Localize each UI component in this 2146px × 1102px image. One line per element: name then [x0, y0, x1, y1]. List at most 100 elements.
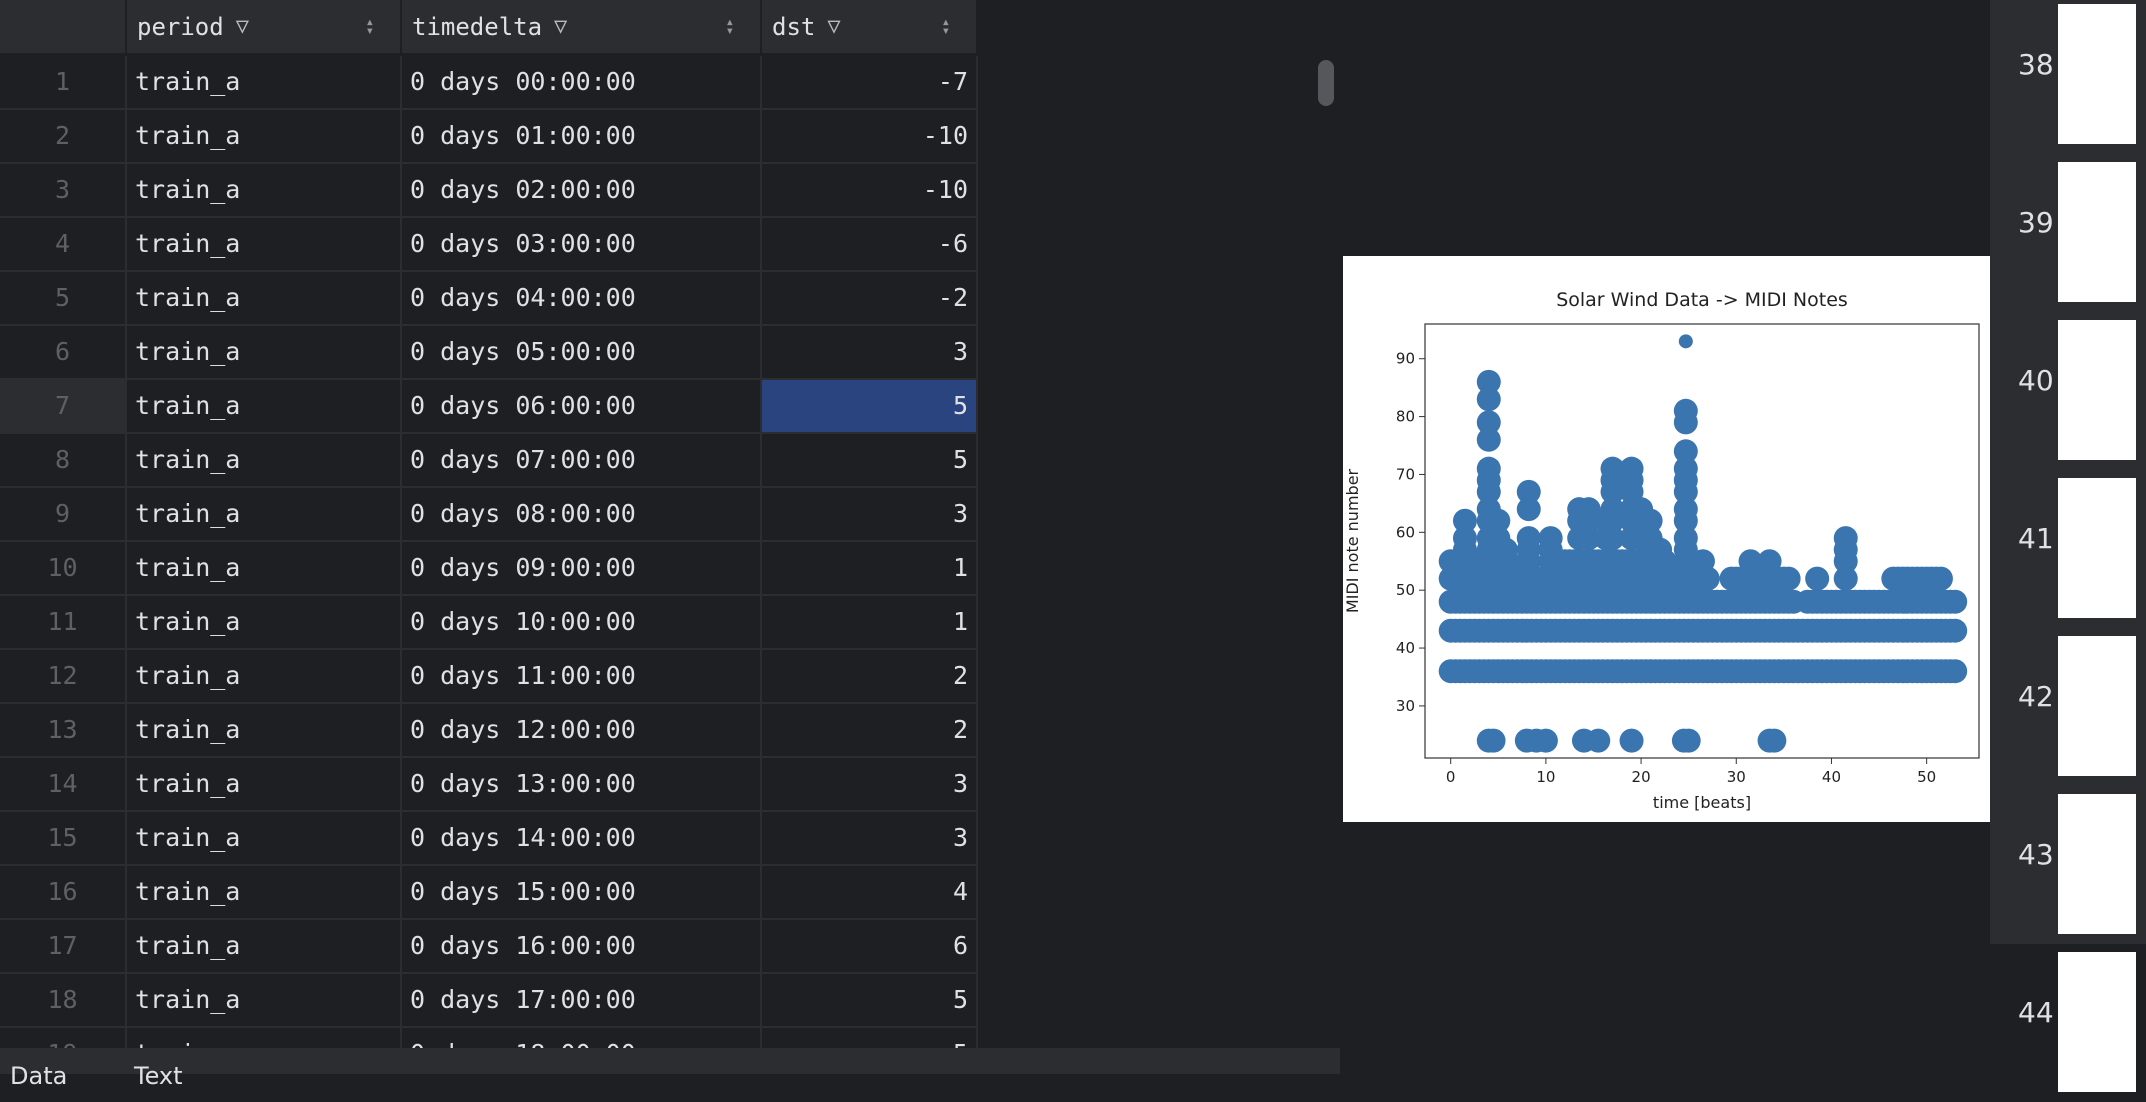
timedelta-cell[interactable]: 0 days 08:00:00: [402, 488, 762, 540]
table-row[interactable]: 11 train_a 0 days 10:00:00 1: [0, 596, 978, 650]
dst-cell[interactable]: -10: [762, 164, 978, 216]
dst-cell[interactable]: 1: [762, 542, 978, 594]
timedelta-cell[interactable]: 0 days 18:00:00: [402, 1028, 762, 1048]
dst-cell[interactable]: 3: [762, 758, 978, 810]
period-cell[interactable]: train_a: [127, 812, 402, 864]
period-cell[interactable]: train_a: [127, 1028, 402, 1048]
timedelta-cell[interactable]: 0 days 14:00:00: [402, 812, 762, 864]
thumbnail-item[interactable]: 39: [1990, 154, 2146, 312]
period-cell[interactable]: train_a: [127, 380, 402, 432]
filter-icon[interactable]: ▽: [827, 14, 841, 39]
dst-cell[interactable]: 3: [762, 812, 978, 864]
dst-cell[interactable]: -6: [762, 218, 978, 270]
period-cell[interactable]: train_a: [127, 758, 402, 810]
period-cell[interactable]: train_a: [127, 920, 402, 972]
period-cell[interactable]: train_a: [127, 488, 402, 540]
period-cell[interactable]: train_a: [127, 704, 402, 756]
thumbnail-item[interactable]: 40: [1990, 312, 2146, 470]
tab-text[interactable]: Text: [134, 1062, 183, 1090]
period-cell[interactable]: train_a: [127, 272, 402, 324]
table-row[interactable]: 15 train_a 0 days 14:00:00 3: [0, 812, 978, 866]
table-row[interactable]: 13 train_a 0 days 12:00:00 2: [0, 704, 978, 758]
thumbnail-image[interactable]: [2058, 794, 2136, 934]
thumbnail-image[interactable]: [2058, 478, 2136, 618]
table-row[interactable]: 16 train_a 0 days 15:00:00 4: [0, 866, 978, 920]
timedelta-cell[interactable]: 0 days 01:00:00: [402, 110, 762, 162]
thumbnail-image[interactable]: [2058, 952, 2136, 1092]
column-header-dst[interactable]: dst ▽ ▴ ▾: [762, 0, 978, 53]
period-cell[interactable]: train_a: [127, 596, 402, 648]
period-cell[interactable]: train_a: [127, 650, 402, 702]
period-cell[interactable]: train_a: [127, 164, 402, 216]
timedelta-cell[interactable]: 0 days 11:00:00: [402, 650, 762, 702]
thumbnail-item[interactable]: 43: [1990, 786, 2146, 944]
table-row[interactable]: 5 train_a 0 days 04:00:00 -2: [0, 272, 978, 326]
tab-data[interactable]: Data: [10, 1062, 68, 1090]
table-row[interactable]: 14 train_a 0 days 13:00:00 3: [0, 758, 978, 812]
dst-cell[interactable]: 2: [762, 650, 978, 702]
table-row[interactable]: 10 train_a 0 days 09:00:00 1: [0, 542, 978, 596]
sort-icon[interactable]: ▴ ▾: [365, 13, 374, 39]
dst-cell[interactable]: 3: [762, 326, 978, 378]
thumbnail-image[interactable]: [2058, 320, 2136, 460]
dst-cell[interactable]: -2: [762, 272, 978, 324]
timedelta-cell[interactable]: 0 days 16:00:00: [402, 920, 762, 972]
table-row[interactable]: 6 train_a 0 days 05:00:00 3: [0, 326, 978, 380]
table-row[interactable]: 17 train_a 0 days 16:00:00 6: [0, 920, 978, 974]
table-row[interactable]: 9 train_a 0 days 08:00:00 3: [0, 488, 978, 542]
dst-cell[interactable]: 6: [762, 920, 978, 972]
table-row[interactable]: 8 train_a 0 days 07:00:00 5: [0, 434, 978, 488]
timedelta-cell[interactable]: 0 days 00:00:00: [402, 56, 762, 108]
timedelta-cell[interactable]: 0 days 03:00:00: [402, 218, 762, 270]
timedelta-cell[interactable]: 0 days 12:00:00: [402, 704, 762, 756]
timedelta-cell[interactable]: 0 days 04:00:00: [402, 272, 762, 324]
table-row[interactable]: 19train_a0 days 18:00:005: [0, 1028, 978, 1048]
period-cell[interactable]: train_a: [127, 56, 402, 108]
timedelta-cell[interactable]: 0 days 17:00:00: [402, 974, 762, 1026]
timedelta-cell[interactable]: 0 days 05:00:00: [402, 326, 762, 378]
table-row[interactable]: 3 train_a 0 days 02:00:00 -10: [0, 164, 978, 218]
timedelta-cell[interactable]: 0 days 06:00:00: [402, 380, 762, 432]
column-header-period[interactable]: period ▽ ▴ ▾: [127, 0, 402, 53]
dst-cell[interactable]: 1: [762, 596, 978, 648]
table-row[interactable]: 12 train_a 0 days 11:00:00 2: [0, 650, 978, 704]
dst-cell[interactable]: 5: [762, 974, 978, 1026]
thumbnail-item[interactable]: 42: [1990, 628, 2146, 786]
sort-icon[interactable]: ▴ ▾: [941, 13, 950, 39]
timedelta-cell[interactable]: 0 days 07:00:00: [402, 434, 762, 486]
table-row[interactable]: 18 train_a 0 days 17:00:00 5: [0, 974, 978, 1028]
dst-cell[interactable]: 5: [762, 1028, 978, 1048]
period-cell[interactable]: train_a: [127, 110, 402, 162]
timedelta-cell[interactable]: 0 days 02:00:00: [402, 164, 762, 216]
timedelta-cell[interactable]: 0 days 15:00:00: [402, 866, 762, 918]
dst-cell[interactable]: 5: [762, 434, 978, 486]
sort-icon[interactable]: ▴ ▾: [725, 13, 734, 39]
thumbnail-item[interactable]: 38: [1990, 0, 2146, 154]
table-row[interactable]: 4 train_a 0 days 03:00:00 -6: [0, 218, 978, 272]
dst-cell[interactable]: 3: [762, 488, 978, 540]
dst-cell[interactable]: -10: [762, 110, 978, 162]
period-cell[interactable]: train_a: [127, 218, 402, 270]
table-row[interactable]: 2 train_a 0 days 01:00:00 -10: [0, 110, 978, 164]
thumbnail-image[interactable]: [2058, 636, 2136, 776]
dst-cell[interactable]: 4: [762, 866, 978, 918]
period-cell[interactable]: train_a: [127, 866, 402, 918]
filter-icon[interactable]: ▽: [554, 14, 568, 39]
filter-icon[interactable]: ▽: [235, 14, 249, 39]
vertical-scrollbar-thumb[interactable]: [1318, 60, 1334, 106]
timedelta-cell[interactable]: 0 days 10:00:00: [402, 596, 762, 648]
scrollbar-track[interactable]: [1313, 0, 1343, 1048]
thumbnail-item[interactable]: 44: [1990, 944, 2146, 1102]
column-header-timedelta[interactable]: timedelta ▽ ▴ ▾: [402, 0, 762, 53]
period-cell[interactable]: train_a: [127, 542, 402, 594]
thumbnail-image[interactable]: [2058, 162, 2136, 302]
table-row[interactable]: 7 train_a 0 days 06:00:00 5: [0, 380, 978, 434]
thumbnail-image[interactable]: [2058, 4, 2136, 144]
dst-cell[interactable]: 2: [762, 704, 978, 756]
timedelta-cell[interactable]: 0 days 09:00:00: [402, 542, 762, 594]
period-cell[interactable]: train_a: [127, 974, 402, 1026]
dst-cell[interactable]: 5: [762, 380, 978, 432]
thumbnail-item[interactable]: 41: [1990, 470, 2146, 628]
period-cell[interactable]: train_a: [127, 326, 402, 378]
table-row[interactable]: 1 train_a 0 days 00:00:00 -7: [0, 56, 978, 110]
